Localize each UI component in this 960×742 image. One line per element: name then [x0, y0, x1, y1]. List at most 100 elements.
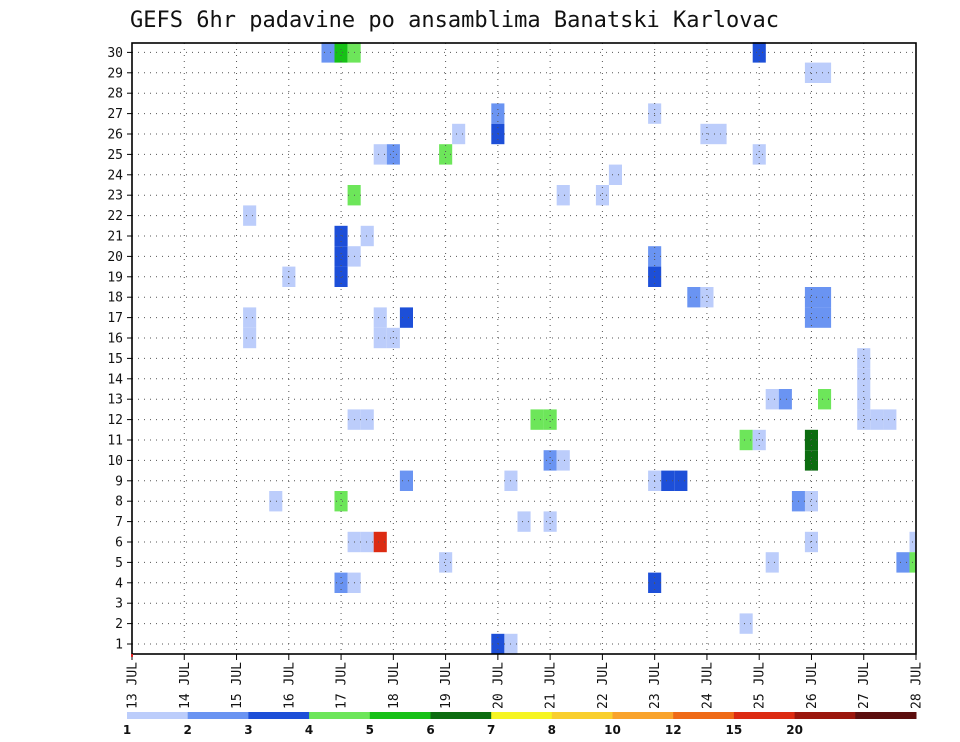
precip-cell	[373, 327, 387, 349]
precip-cell	[804, 450, 818, 471]
colorbar-swatch	[430, 712, 492, 719]
precip-cell	[556, 450, 570, 471]
x-tick-label: 13 JUL	[126, 662, 141, 709]
y-tick-label: 5	[115, 556, 123, 571]
y-tick-label: 22	[107, 209, 123, 224]
colorbar-swatch	[127, 712, 189, 719]
precip-cell	[360, 409, 374, 430]
colorbar-swatch	[187, 712, 249, 719]
colorbar-label: 8	[548, 723, 556, 737]
x-tick-label: 18 JUL	[387, 662, 402, 709]
precip-cell	[752, 42, 766, 63]
y-tick-label: 24	[107, 168, 123, 183]
precip-cell	[556, 185, 570, 206]
y-tick-label: 12	[107, 413, 123, 428]
precip-cell	[517, 511, 531, 532]
y-tick-label: 20	[107, 250, 123, 265]
precip-cell	[334, 42, 348, 63]
y-tick-label: 27	[107, 107, 123, 122]
y-tick-label: 15	[107, 352, 123, 367]
precip-cell	[804, 287, 818, 308]
colorbar-label: 10	[604, 723, 621, 737]
x-tick-label: 24 JUL	[700, 662, 715, 709]
y-tick-label: 3	[115, 597, 123, 612]
y-tick-label: 1	[115, 638, 123, 653]
precip-cell	[661, 470, 675, 491]
colorbar-swatch	[673, 712, 735, 719]
y-tick-label: 10	[107, 454, 123, 469]
y-tick-label: 14	[107, 372, 123, 387]
y-axis: 1234567891011121314151617181920212223242…	[107, 46, 132, 653]
y-tick-label: 21	[107, 230, 123, 245]
x-tick-label: 20 JUL	[491, 662, 506, 709]
precip-cell	[765, 389, 779, 410]
y-tick-label: 4	[115, 576, 123, 591]
y-tick-label: 6	[115, 536, 123, 551]
precip-cell	[857, 368, 871, 389]
chart-title: GEFS 6hr padavine po ansamblima Banatski…	[130, 8, 779, 33]
precip-cell	[883, 409, 897, 430]
colorbar-label: 7	[487, 723, 495, 737]
precip-cell	[360, 225, 374, 247]
precip-cell	[765, 552, 779, 573]
precip-cell	[739, 429, 753, 451]
precip-cell	[243, 205, 257, 226]
precip-cell	[818, 62, 832, 83]
precip-cell	[243, 327, 257, 349]
precip-cell	[608, 164, 622, 185]
precip-cell	[595, 185, 609, 206]
colorbar-label: 6	[426, 723, 434, 737]
precip-cell	[373, 144, 387, 165]
precip-cell	[530, 409, 544, 430]
colorbar-label: 15	[726, 723, 743, 737]
precip-cell	[857, 348, 871, 369]
y-tick-label: 16	[107, 332, 123, 347]
x-tick-label: 26 JUL	[805, 662, 820, 709]
y-tick-label: 19	[107, 270, 123, 285]
precip-cell	[373, 531, 387, 553]
precip-cell	[399, 307, 413, 328]
precip-cell	[399, 470, 413, 491]
precip-cell	[804, 62, 818, 83]
precip-cell	[896, 552, 910, 573]
x-tick-label: 23 JUL	[648, 662, 663, 709]
precip-cell	[804, 307, 818, 328]
precip-cell	[360, 531, 374, 553]
precip-cell	[543, 450, 557, 471]
y-tick-label: 28	[107, 87, 123, 102]
colorbar-label: 1	[123, 723, 131, 737]
x-tick-label: 17 JUL	[335, 662, 350, 709]
precip-cell	[334, 572, 348, 593]
precip-cell	[674, 470, 688, 491]
y-tick-label: 26	[107, 128, 123, 143]
y-tick-label: 29	[107, 66, 123, 81]
y-tick-label: 2	[115, 617, 123, 632]
colorbar-swatch	[248, 712, 310, 719]
precip-cell	[543, 409, 557, 430]
precip-cell	[373, 307, 387, 328]
precip-cell	[818, 287, 832, 308]
precip-cell	[243, 307, 257, 328]
precip-cell	[386, 144, 400, 165]
precip-cell	[321, 42, 335, 63]
precip-cell	[857, 409, 871, 430]
x-tick-label: 16 JUL	[282, 662, 297, 709]
colorbar-label: 4	[305, 723, 313, 737]
colorbar-swatch	[309, 712, 371, 719]
y-tick-label: 30	[107, 46, 123, 61]
y-tick-label: 23	[107, 189, 123, 204]
x-tick-label: 21 JUL	[544, 662, 559, 709]
precip-cell	[818, 307, 832, 328]
precip-cell	[818, 389, 832, 410]
colorbar-swatch	[733, 712, 796, 719]
precipitation-cells	[243, 42, 916, 655]
x-tick-label: 25 JUL	[753, 662, 768, 709]
colorbar-swatch	[855, 712, 917, 719]
precip-cell	[700, 287, 714, 308]
y-tick-label: 18	[107, 291, 123, 306]
precip-cell	[334, 266, 348, 287]
y-tick-label: 7	[115, 515, 123, 530]
colorbar-legend: 1 2 3 4 5 6 7 8 10 12 15 20	[123, 712, 917, 737]
precip-cell	[752, 144, 766, 165]
